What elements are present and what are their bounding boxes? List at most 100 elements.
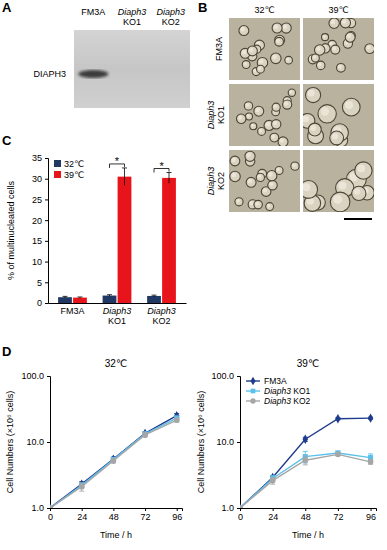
marker [335, 451, 341, 457]
cell-highlight [258, 66, 262, 70]
cell [303, 180, 318, 198]
error-bar [167, 173, 172, 184]
chart-title: 32℃ [105, 358, 127, 369]
cell [342, 98, 360, 116]
tick-label: 48 [109, 512, 119, 522]
tick: 10.0 [26, 437, 50, 447]
cell [271, 53, 282, 64]
protein-label: DIAPH3 [33, 69, 66, 79]
micrograph-background [229, 84, 300, 146]
cell-highlight [247, 114, 250, 117]
tick-label: Diaph3KO1 [103, 306, 132, 326]
cell-highlight [251, 124, 254, 127]
tick-label: 30 [32, 174, 42, 184]
error-cap [107, 294, 112, 295]
cell-highlight [283, 24, 288, 29]
cell-highlight [273, 104, 277, 108]
marker [142, 429, 147, 438]
series-line [50, 418, 177, 508]
tick: 0 [238, 508, 243, 522]
tick: 0 [48, 508, 53, 522]
cell-highlight [345, 101, 353, 109]
series-line [240, 453, 371, 508]
tick-mark [237, 508, 240, 509]
tick-mark [45, 179, 48, 180]
cell-highlight [338, 65, 342, 69]
tick-label: 100.0 [211, 371, 234, 381]
series-line [240, 418, 371, 508]
label-part: KO1 [216, 106, 226, 124]
error-bar [107, 295, 112, 297]
plot-area [58, 168, 176, 303]
micrograph [229, 150, 300, 212]
panel-letter: C [2, 133, 12, 148]
axis-line [241, 509, 377, 512]
tick-label: 0 [37, 298, 42, 308]
tick: FM3A [60, 303, 84, 316]
cell [275, 37, 284, 46]
cell-highlight [330, 20, 335, 25]
cell-highlight [243, 62, 247, 66]
label-part: Diaph3 [156, 7, 185, 17]
cell-highlight [276, 168, 280, 172]
legend-swatch [54, 171, 61, 178]
panel-letter: D [2, 344, 11, 359]
tick-mark [47, 376, 50, 377]
error-bar [368, 460, 373, 465]
cell [316, 61, 325, 70]
tick: 100.0 [211, 371, 240, 381]
cell [330, 192, 350, 212]
cell [314, 45, 324, 55]
legend-label: FM3A [264, 376, 287, 386]
error-cap [270, 484, 275, 485]
tick-label: 1.0 [221, 503, 234, 513]
micrograph-background [303, 18, 374, 80]
tick-label: 35 [32, 153, 42, 163]
cell-highlight [357, 165, 365, 173]
cell [337, 63, 346, 72]
marker [174, 417, 180, 423]
error-bar [270, 477, 275, 484]
error-cap [303, 464, 308, 465]
y-axis: 05101520253035 [32, 153, 49, 308]
marker [368, 413, 373, 422]
legend: 32℃39℃ [54, 159, 84, 180]
tick: 0 [37, 298, 48, 308]
bar [162, 178, 176, 303]
series [240, 451, 373, 508]
series-line [50, 420, 177, 508]
cell-highlight [268, 172, 273, 177]
tick-mark [47, 508, 50, 509]
tick-label: 25 [32, 195, 42, 205]
cell [258, 127, 266, 135]
error-cap [368, 453, 373, 454]
row-label: FM3A [214, 37, 224, 61]
tick-label: 5 [37, 278, 42, 288]
cell [250, 123, 257, 130]
cell [308, 123, 321, 136]
cell [242, 61, 250, 69]
tick: Diaph3KO2 [147, 303, 176, 326]
tick: 48 [301, 508, 311, 522]
error-bar [79, 483, 84, 491]
micrograph-background [303, 150, 374, 212]
cell-highlight [321, 107, 329, 115]
tick-mark [371, 508, 372, 511]
y-axis-title: % of multinucleated cells [6, 180, 16, 280]
cell-highlight [248, 179, 252, 183]
bar [73, 298, 87, 303]
tick-mark [45, 262, 48, 263]
cell [268, 180, 278, 190]
cell-highlight [310, 125, 316, 131]
tick-label: 96 [366, 512, 376, 522]
error-cap [167, 172, 172, 173]
cell-highlight [269, 182, 273, 186]
cell [254, 106, 264, 116]
tick: 5 [37, 278, 48, 288]
cell [244, 102, 252, 110]
cell-highlight [316, 46, 321, 51]
x-axis-title: Time / h [100, 530, 132, 540]
series [50, 417, 180, 508]
tick-label: 96 [172, 512, 182, 522]
error-bar [152, 295, 157, 297]
